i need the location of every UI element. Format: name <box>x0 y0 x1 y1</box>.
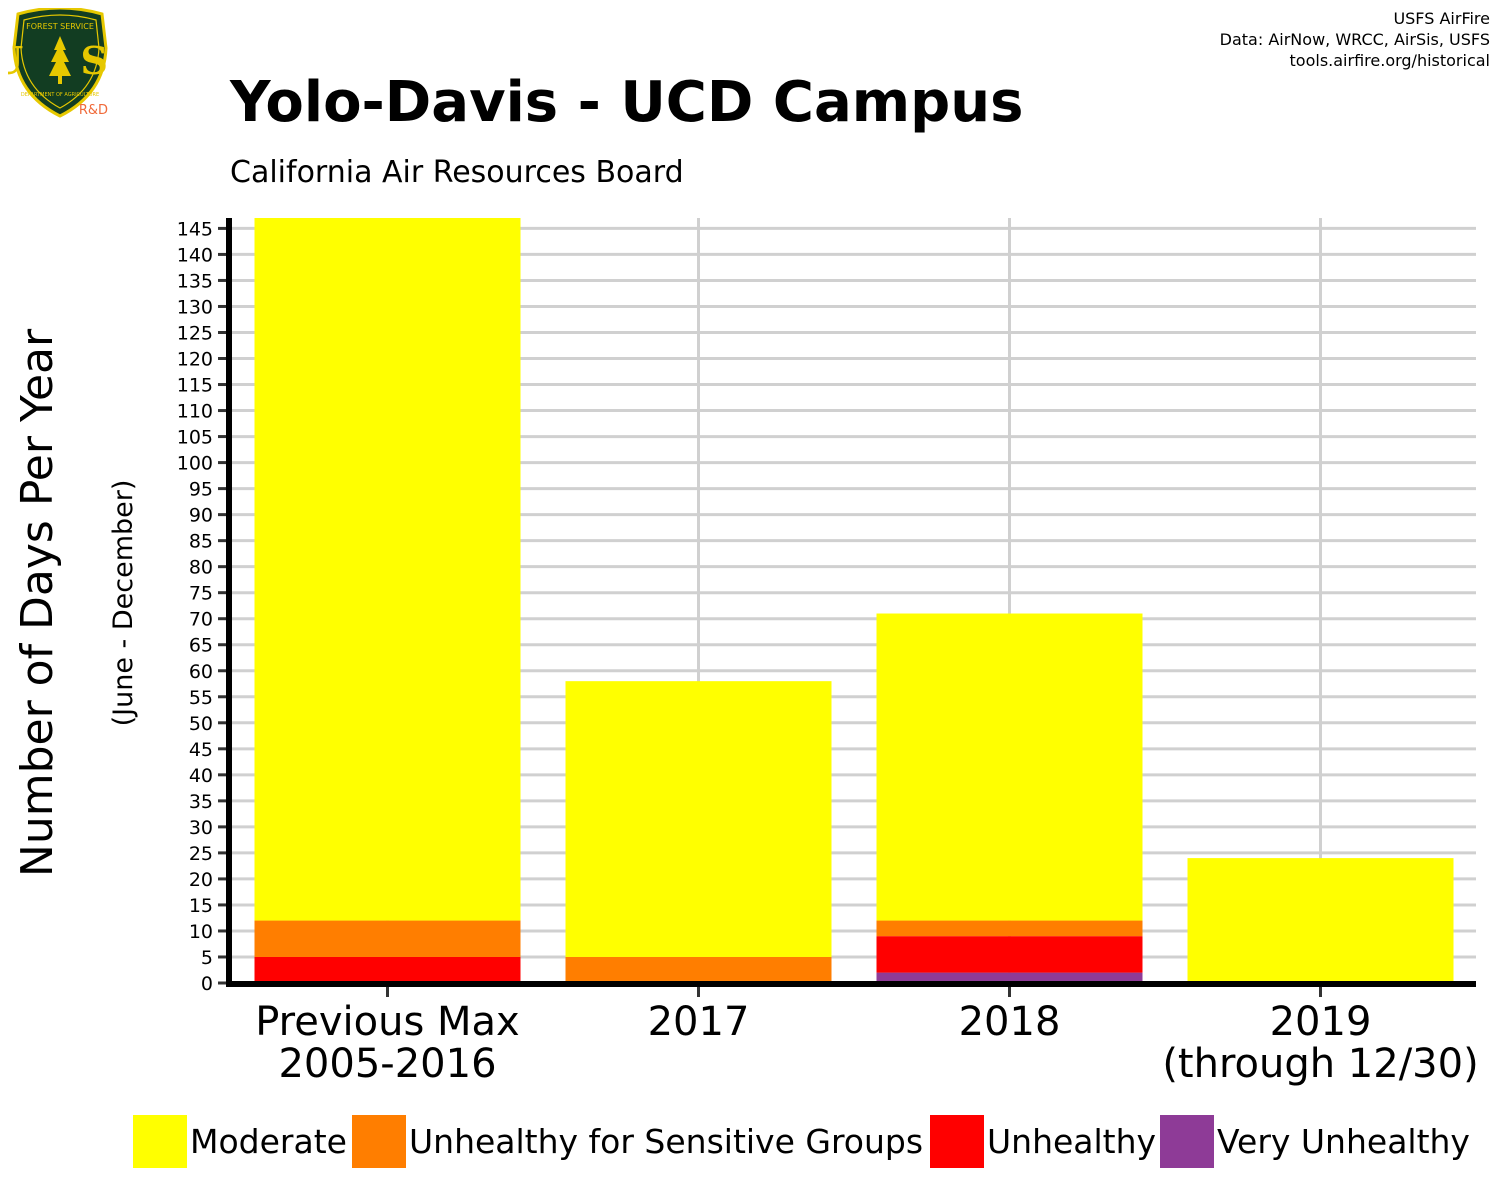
bars <box>254 218 1454 983</box>
y-tick-label: 0 <box>201 973 213 995</box>
y-tick-label: 100 <box>177 453 213 475</box>
bar-segment <box>1187 858 1454 983</box>
y-tick-label: 95 <box>189 479 213 501</box>
y-tick-label: 10 <box>189 921 213 943</box>
credits-block: USFS AirFire Data: AirNow, WRCC, AirSis,… <box>1220 8 1490 71</box>
chart-subtitle: California Air Resources Board <box>230 155 684 190</box>
y-tick-label: 30 <box>189 817 213 839</box>
y-tick-label: 125 <box>177 322 213 344</box>
y-tick-label: 105 <box>177 427 213 449</box>
y-tick-label: 135 <box>177 270 213 292</box>
y-tick-label: 5 <box>201 947 213 969</box>
tree-icon <box>49 36 71 84</box>
legend-label: Moderate <box>190 1122 347 1161</box>
legend: Moderate Unhealthy for Sensitive Groups Un… <box>133 1115 1470 1168</box>
bar-segment <box>254 956 521 983</box>
credit-line: tools.airfire.org/historical <box>1289 51 1490 70</box>
y-tick-label: 65 <box>189 635 213 657</box>
logo-top-text: FOREST SERVICE <box>26 22 94 31</box>
legend-swatch <box>352 1115 406 1168</box>
legend-swatch <box>930 1115 984 1168</box>
y-tick-label: 55 <box>189 687 213 709</box>
y-tick-label: 75 <box>189 583 213 605</box>
usfs-logo: FOREST SERVICE U S DEPARTMENT OF AGRICUL… <box>8 8 108 118</box>
legend-label: Unhealthy <box>987 1122 1156 1161</box>
credit-line: Data: AirNow, WRCC, AirSis, USFS <box>1219 30 1490 49</box>
y-tick-label: 60 <box>189 661 213 683</box>
bar-segment <box>565 681 832 957</box>
y-tick-label: 40 <box>189 765 213 787</box>
y-tick-label: 70 <box>189 609 213 631</box>
credit-line: USFS AirFire <box>1393 9 1490 28</box>
bar-segment <box>254 218 521 921</box>
legend-label: Unhealthy for Sensitive Groups <box>409 1122 923 1161</box>
y-tick-label: 130 <box>177 296 213 318</box>
y-tick-label: 50 <box>189 713 213 735</box>
y-tick-label: 110 <box>177 401 213 423</box>
x-tick-label: Previous Max 2005-2016 <box>255 999 519 1087</box>
x-tick-label: 2019 (through 12/30) <box>1162 999 1478 1087</box>
chart-title: Yolo-Davis - UCD Campus <box>230 70 1024 135</box>
y-tick-label: 15 <box>189 895 213 917</box>
y-tick-label: 45 <box>189 739 213 761</box>
bar-segment <box>876 920 1143 937</box>
x-tick-label: 2017 <box>648 999 750 1045</box>
axes: 0 5 10 15 20 25 30 35 40 45 50 55 60 65 70 75 80 85 90 95 10… <box>177 218 1479 1087</box>
legend-label: Very Unhealthy <box>1217 1122 1470 1161</box>
bar-segment <box>876 972 1143 983</box>
bar-segment <box>876 613 1143 921</box>
y-axis-label: Number of Days Per Year <box>12 328 63 877</box>
bar-segment <box>254 920 521 957</box>
y-tick-label: 115 <box>177 375 213 397</box>
bar-segment <box>876 936 1143 973</box>
y-tick-label: 20 <box>189 869 213 891</box>
y-tick-label: 90 <box>189 505 213 527</box>
y-tick-label: 35 <box>189 791 213 813</box>
legend-swatch <box>1160 1115 1214 1168</box>
y-tick-label: 85 <box>189 531 213 553</box>
y-tick-label: 120 <box>177 349 213 371</box>
y-tick-label: 80 <box>189 557 213 579</box>
legend-swatch <box>133 1115 187 1168</box>
bar-segment <box>565 956 832 983</box>
logo-tag-text: R&D <box>79 103 108 118</box>
y-axis-sublabel: (June - December) <box>108 480 139 727</box>
y-tick-label: 25 <box>189 843 213 865</box>
y-tick-label: 145 <box>177 218 213 240</box>
y-tick-label: 140 <box>177 244 213 266</box>
logo-bottom-text: DEPARTMENT OF AGRICULTURE <box>21 92 99 98</box>
x-tick-label: 2018 <box>959 999 1061 1045</box>
